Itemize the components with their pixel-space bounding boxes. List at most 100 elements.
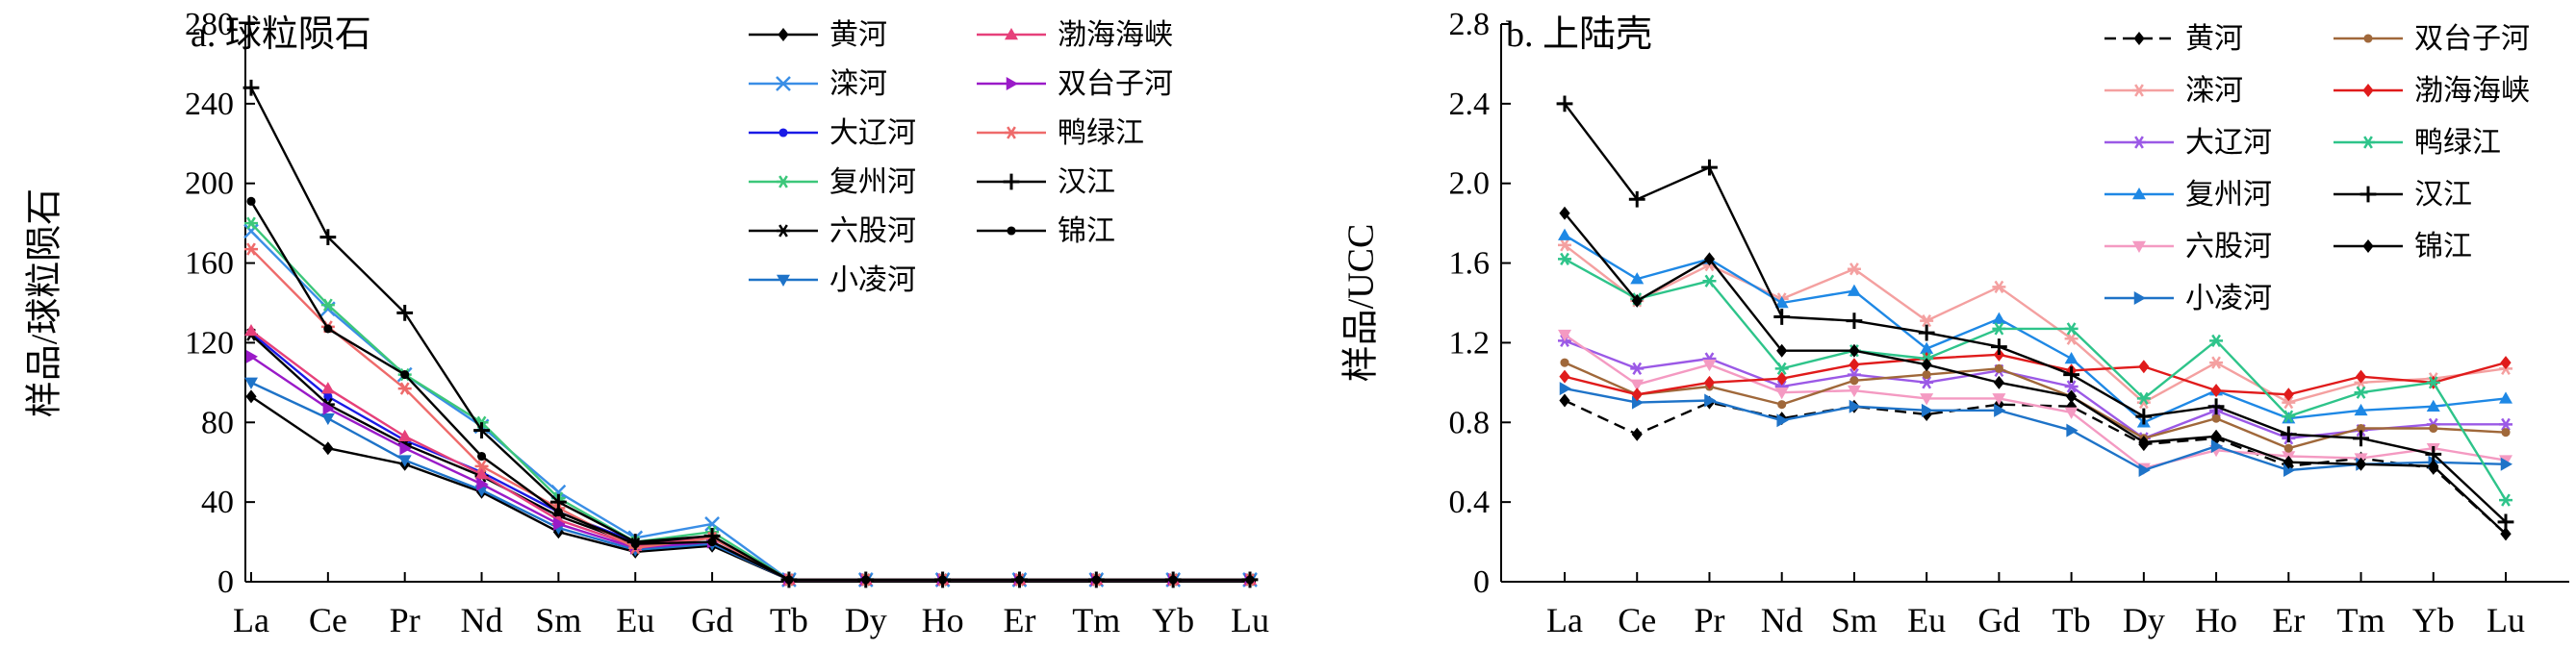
data-point — [244, 324, 258, 337]
data-point — [1630, 379, 1645, 391]
legend-marker — [1003, 173, 1020, 190]
y-tick-label: 2.8 — [1449, 7, 1491, 42]
series-9 — [242, 79, 1259, 588]
data-point — [2353, 430, 2369, 447]
data-point — [1776, 371, 1788, 386]
x-tick-label: Lu — [2487, 601, 2525, 639]
legend-marker — [1005, 28, 1018, 40]
series-line — [250, 222, 1250, 582]
y-tick-label: 0.4 — [1449, 485, 1491, 520]
data-point — [2355, 457, 2367, 471]
data-point — [707, 538, 717, 547]
data-point — [1774, 362, 1789, 375]
data-point — [1704, 393, 1717, 408]
x-tick-label: Pr — [390, 601, 421, 639]
y-axis-title: 样品/球粒陨石 — [25, 188, 65, 418]
data-point — [1777, 400, 1787, 410]
data-point — [1992, 393, 2006, 406]
series-line — [1564, 362, 2507, 450]
x-tick-label: Eu — [616, 601, 654, 639]
legend-item: 锦江 — [2334, 231, 2472, 262]
x-tick-label: Tb — [770, 601, 808, 639]
data-point — [2500, 527, 2512, 541]
data-point — [2499, 417, 2512, 431]
legend-label: 渤海海峡 — [2414, 75, 2530, 107]
data-point — [2280, 426, 2297, 443]
legend-marker — [2132, 188, 2146, 200]
chart-title: b. 上陆壳 — [1506, 14, 1652, 55]
series-line — [1564, 234, 2507, 424]
legend-item: 大辽河 — [749, 117, 916, 149]
legend-marker — [2132, 84, 2146, 97]
legend-item: 鸭绿江 — [977, 117, 1144, 149]
data-point — [2428, 459, 2439, 473]
data-point — [704, 516, 720, 532]
data-point — [1847, 284, 1861, 296]
data-point — [2135, 408, 2153, 425]
series-3 — [244, 216, 1257, 587]
data-point — [1774, 387, 1789, 400]
data-point — [1558, 252, 1571, 266]
legend-item: 滦河 — [749, 68, 887, 100]
data-point — [323, 324, 333, 334]
series-8 — [244, 242, 1257, 587]
data-point — [1703, 375, 1716, 389]
data-point — [938, 575, 948, 585]
data-point — [397, 429, 412, 442]
x-tick-label: Er — [1003, 601, 1035, 639]
legend-item: 渤海海峡 — [2334, 75, 2530, 107]
x-tick-label: Dy — [845, 601, 887, 639]
chart-title: a. 球粒陨石 — [191, 14, 371, 55]
series-9 — [1556, 95, 2514, 531]
data-point — [2501, 428, 2511, 438]
legend-item: 滦河 — [2104, 75, 2243, 107]
data-point — [1847, 385, 1861, 398]
y-tick-label: 160 — [185, 246, 234, 282]
data-point — [1994, 363, 2003, 373]
data-point — [2283, 455, 2294, 469]
legend-marker — [2133, 32, 2145, 45]
x-tick-label: Sm — [1831, 601, 1877, 639]
data-point — [243, 223, 259, 239]
data-point — [861, 575, 871, 585]
data-point — [1776, 343, 1788, 358]
legend-label: 锦江 — [1058, 215, 1115, 247]
data-point — [2210, 384, 2222, 398]
legend-item: 渤海海峡 — [977, 19, 1173, 51]
panel-chondrite: 0 40 80 120 160 200 240 280 La Ce Pr Nd Sm Eu Gd Tb Dy Ho… — [25, 7, 1269, 639]
data-point — [2426, 399, 2440, 412]
data-point — [630, 539, 640, 549]
x-tick-label: Ho — [2195, 601, 2237, 639]
legend-marker — [2132, 136, 2146, 149]
legend-label: 复州河 — [829, 166, 916, 198]
y-tick-label: 1.6 — [1449, 246, 1491, 282]
legend-item: 黄河 — [749, 19, 887, 51]
x-tick-label: Ce — [1618, 601, 1656, 639]
data-point — [2282, 410, 2296, 423]
data-point — [1559, 382, 1571, 396]
data-point — [1846, 312, 1863, 330]
series-line — [1564, 353, 2507, 396]
data-point — [1849, 358, 1860, 372]
legend-label: 大辽河 — [829, 117, 916, 149]
legend-label: 六股河 — [829, 215, 916, 247]
y-tick-label: 120 — [185, 325, 234, 361]
data-point — [399, 441, 412, 456]
data-point — [1993, 375, 2004, 389]
data-point — [1920, 341, 1934, 354]
series-line — [1564, 258, 2508, 501]
legend-label: 鸭绿江 — [1058, 117, 1144, 149]
series-line — [250, 381, 1250, 582]
data-point — [2499, 391, 2512, 404]
data-point — [1992, 322, 2006, 336]
data-point — [245, 349, 258, 363]
data-point — [2138, 463, 2151, 477]
legend-item: 双台子河 — [977, 68, 1173, 100]
x-tick-label: Tb — [2053, 601, 2091, 639]
data-point — [2066, 389, 2078, 404]
y-tick-label: 0.8 — [1449, 405, 1491, 440]
x-tick-label: Lu — [1231, 601, 1269, 639]
legend-label: 汉江 — [2414, 179, 2472, 211]
